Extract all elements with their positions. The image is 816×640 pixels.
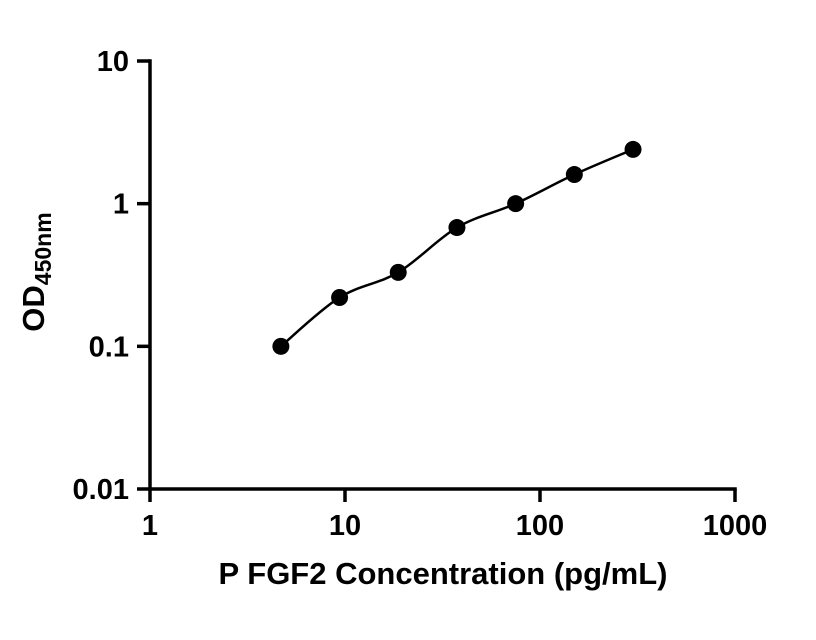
y-tick-label: 1 xyxy=(113,189,129,221)
axes-layer xyxy=(148,59,737,491)
x-tick-label: 1 xyxy=(142,510,158,542)
tick-labels-layer: 1 10 100 1000 0.01 0.1 1 10 xyxy=(73,46,768,542)
x-tick-label: 100 xyxy=(516,510,564,542)
data-point-marker xyxy=(624,140,642,158)
data-point-marker xyxy=(448,219,466,237)
data-point-marker xyxy=(507,195,525,213)
series-layer xyxy=(272,140,642,355)
y-axis-title-main: OD xyxy=(16,285,51,332)
axis-lines xyxy=(148,59,737,491)
x-axis-title: P FGF2 Concentration (pg/mL) xyxy=(219,556,668,591)
x-tick-label: 1000 xyxy=(703,510,768,542)
data-point-marker xyxy=(331,288,349,306)
y-tick-label: 10 xyxy=(97,46,129,78)
data-point-marker xyxy=(565,166,583,184)
y-axis-title: OD450nm xyxy=(16,212,56,331)
data-point-marker xyxy=(389,263,407,281)
ticks-layer xyxy=(137,59,737,502)
data-point-marker xyxy=(272,337,290,355)
y-axis-title-subscript: 450nm xyxy=(30,212,56,285)
y-tick-label: 0.01 xyxy=(73,474,129,506)
y-tick-label: 0.1 xyxy=(89,331,129,363)
x-tick-label: 10 xyxy=(329,510,361,542)
